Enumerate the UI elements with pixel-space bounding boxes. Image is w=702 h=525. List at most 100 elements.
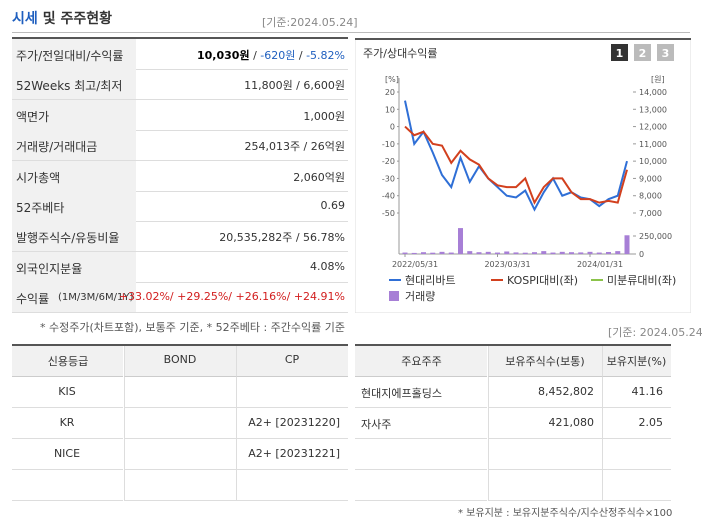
row-label: 외국인지분율 xyxy=(16,261,83,276)
value-part: 11,800원 / 6,600원 xyxy=(244,79,345,93)
row-value: 2,060억원 xyxy=(293,169,345,185)
holder-footnote: * 보유지분 : 보유지분주식수/지수산정주식수×100 xyxy=(458,508,673,519)
value-cell xyxy=(136,282,348,314)
volume-bar xyxy=(624,235,630,254)
y-tick-label: -30 xyxy=(382,174,395,183)
cell xyxy=(12,408,123,439)
x-tick-label: 2023/03/31 xyxy=(484,260,530,269)
row-label: 액면가 xyxy=(16,109,50,124)
label-cell xyxy=(12,69,136,101)
y-tick-label: -10 xyxy=(382,140,395,149)
cell-text: 2.05 xyxy=(638,416,664,429)
cell xyxy=(488,377,602,408)
value-part: 10,030원 xyxy=(197,49,250,62)
cell xyxy=(488,439,602,470)
volume-bar xyxy=(532,252,537,254)
cell xyxy=(12,377,123,408)
volume-bar xyxy=(596,252,602,254)
y3-tick-label: 0 xyxy=(639,250,644,259)
tab-button[interactable] xyxy=(634,44,651,61)
y-tick-label: -40 xyxy=(382,192,395,201)
row-label-note: (1M/3M/6M/1Y) xyxy=(58,292,134,304)
volume-bar xyxy=(430,252,436,254)
y2-tick-label: 7,000 xyxy=(639,209,662,218)
volume-bar xyxy=(402,252,408,254)
y-unit: [%] xyxy=(385,75,399,84)
y2-tick-label: 14,000 xyxy=(639,88,667,97)
value-part: 4.08% xyxy=(310,259,345,273)
date: [기준:2024.05.24] xyxy=(262,16,358,29)
tab-button[interactable] xyxy=(611,44,628,61)
legend-label: 거래량 xyxy=(405,290,435,303)
legend-label: 현대리바트 xyxy=(405,274,456,287)
subtitle: 및 주주현황 xyxy=(42,11,113,27)
row-value: 1,000원 xyxy=(303,108,345,124)
volume-bar xyxy=(467,251,473,254)
cell xyxy=(12,439,123,470)
value-part: 20,535,282주 / 56.78% xyxy=(219,231,345,245)
title: 시세 xyxy=(12,11,38,27)
cell-text: 421,080 xyxy=(548,416,595,429)
chart-title: 주가/상대수익률 xyxy=(363,47,438,60)
cell xyxy=(236,470,348,501)
value-cell xyxy=(136,161,348,192)
value-cell xyxy=(136,130,348,162)
cell xyxy=(355,377,487,408)
legend-label: KOSPI대비(좌) xyxy=(507,274,578,287)
row-value: 10,030원 / -620원 / -5.82% xyxy=(197,47,345,63)
header: 시세 및 주주현황 xyxy=(12,8,112,28)
row-value: 20,535,282주 / 56.78% xyxy=(219,229,345,245)
y2-tick-label: 10,000 xyxy=(639,157,667,166)
row-value: 11,800원 / 6,600원 xyxy=(244,77,345,93)
volume-bar xyxy=(550,252,556,254)
volume-bar xyxy=(513,252,519,254)
cell xyxy=(602,408,671,439)
x-tick-label: 2024/01/31 xyxy=(577,260,623,269)
y-tick-label: 10 xyxy=(385,105,395,114)
cell-text: A2+ [20231221] xyxy=(248,447,340,460)
cell xyxy=(12,470,123,501)
cell xyxy=(236,377,348,408)
cell-text: KIS xyxy=(58,385,76,398)
volume-bar xyxy=(458,228,463,254)
header-cell xyxy=(488,346,602,377)
x-tick-label: 2022/05/31 xyxy=(392,260,438,269)
value-part: / xyxy=(249,49,261,62)
series-line xyxy=(404,125,628,205)
table-top xyxy=(355,344,671,346)
volume-bar xyxy=(495,252,500,254)
volume-bar xyxy=(559,251,565,254)
value-cell xyxy=(136,39,348,70)
row-label: 52Weeks 최고/최저 xyxy=(16,79,123,94)
value-part: 2,060억원 xyxy=(293,170,345,184)
cell xyxy=(124,408,236,439)
y-tick-label: -20 xyxy=(382,157,395,166)
panel-bg xyxy=(355,38,691,313)
cell xyxy=(355,439,487,470)
label-cell xyxy=(12,282,136,314)
volume-bar xyxy=(439,251,445,254)
tab-button-label: 2 xyxy=(639,47,647,60)
header-text: 보유지분(%) xyxy=(606,355,667,368)
volume-bar xyxy=(569,252,574,254)
row-value: 0.69 xyxy=(321,199,346,212)
tab-button[interactable] xyxy=(657,44,674,61)
cell xyxy=(236,408,348,439)
tab-button-label: 1 xyxy=(616,47,624,60)
footnote: * 수정주가(차트포함), 보통주 기준, * 52주베타 : 주간수익률 기준 xyxy=(40,321,346,334)
value-part: -5.82% xyxy=(306,49,345,62)
volume-bar xyxy=(448,252,454,254)
value-part: / xyxy=(295,49,307,62)
row-label: 발행주식수/유동비율 xyxy=(16,231,120,246)
header-cell xyxy=(236,346,348,377)
label-cell xyxy=(12,251,136,283)
volume-bar xyxy=(504,251,510,254)
header-cell xyxy=(602,346,671,377)
volume-bar xyxy=(411,252,417,254)
cell-text: 자사주 xyxy=(361,418,392,431)
panel-top xyxy=(355,38,691,40)
cell-text: 41.16 xyxy=(631,385,664,398)
table-top xyxy=(12,37,348,39)
cell xyxy=(488,408,602,439)
value-part: 0.69 xyxy=(320,199,346,212)
